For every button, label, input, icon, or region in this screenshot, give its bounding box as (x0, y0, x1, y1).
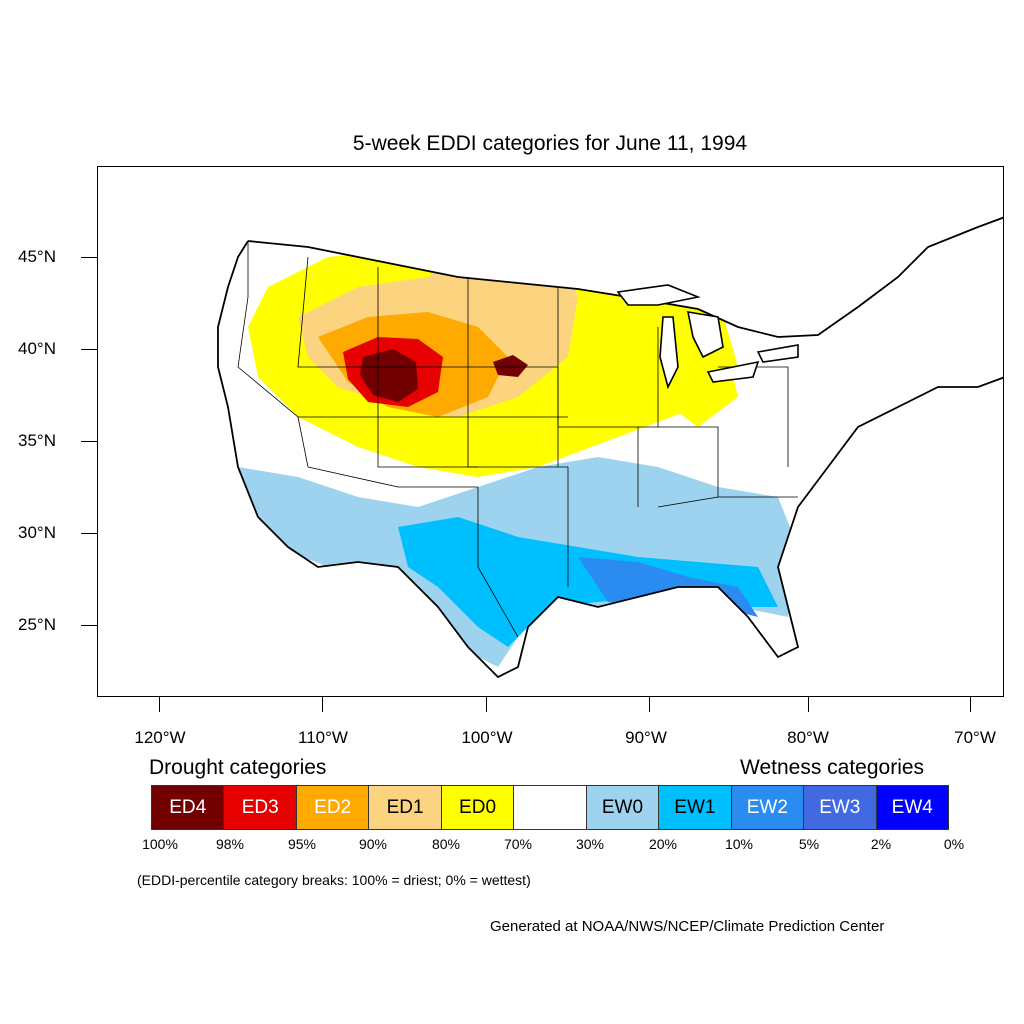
map-title: 5-week EDDI categories for June 11, 1994 (352, 132, 748, 155)
category-shading (238, 217, 878, 667)
legend-cell-ed0: ED0 (441, 786, 515, 829)
lon-tick-110 (322, 697, 324, 712)
legend-cell-neutral (514, 786, 587, 829)
ew1-region-ne (778, 217, 838, 237)
lon-label-80: 80°W (787, 728, 829, 747)
legend-cell-ed1: ED1 (369, 786, 442, 829)
legend-cell-ed4: ED4 (152, 786, 225, 829)
legend-break-label: 95% (287, 836, 317, 852)
legend-break-label: 0% (943, 836, 965, 852)
great-lakes (616, 284, 799, 390)
legend-break-label: 2% (870, 836, 892, 852)
ed4-region (360, 349, 418, 402)
category-note: (EDDI-percentile category breaks: 100% =… (137, 872, 531, 888)
legend-cell-ed3: ED3 (224, 786, 297, 829)
legend-break-label: 30% (575, 836, 605, 852)
legend-cell-ew4: EW4 (876, 786, 948, 829)
lat-label-25: 25°N (18, 615, 56, 634)
lon-tick-70 (970, 697, 972, 712)
legend-break-label: 5% (798, 836, 820, 852)
credit-line: Generated at NOAA/NWS/NCEP/Climate Predi… (490, 918, 885, 935)
lat-label-40: 40°N (18, 339, 56, 358)
lat-tick-40 (81, 349, 97, 351)
lat-tick-30 (81, 533, 97, 535)
drought-heading: Drought categories (149, 756, 327, 779)
legend-break-label: 20% (648, 836, 678, 852)
lat-label-45: 45°N (18, 247, 56, 266)
legend-cell-ew3: EW3 (804, 786, 877, 829)
lon-label-90: 90°W (625, 728, 667, 747)
lon-tick-90 (649, 697, 651, 712)
legend-break-label: 10% (724, 836, 754, 852)
map-panel (97, 166, 1004, 697)
lon-tick-80 (808, 697, 810, 712)
lat-tick-25 (81, 625, 97, 627)
lon-label-100: 100°W (461, 728, 513, 747)
lat-label-30: 30°N (18, 523, 56, 542)
lat-label-35: 35°N (18, 431, 56, 450)
legend-cell-ew2: EW2 (731, 786, 805, 829)
ed4-region-b (493, 355, 528, 377)
lon-label-120: 120°W (134, 728, 186, 747)
lon-label-70: 70°W (954, 728, 996, 747)
ew1-region (398, 517, 778, 647)
lat-tick-35 (81, 441, 97, 443)
eddi-map (217, 216, 1003, 679)
legend-cell-ed2: ED2 (296, 786, 370, 829)
legend-colorbar: ED4 ED3 ED2 ED1 ED0 EW0 EW1 EW2 EW3 EW4 (151, 785, 949, 830)
lon-tick-100 (486, 697, 488, 712)
lon-tick-120 (159, 697, 161, 712)
wetness-heading: Wetness categories (740, 756, 925, 779)
legend-break-label: 70% (503, 836, 533, 852)
lat-tick-45 (81, 257, 97, 259)
legend-cell-ew1: EW1 (659, 786, 732, 829)
lon-label-110: 110°W (298, 728, 348, 747)
legend-break-label: 80% (431, 836, 461, 852)
legend-break-label: 98% (215, 836, 245, 852)
legend-cell-ew0: EW0 (586, 786, 660, 829)
legend-break-label: 100% (142, 836, 178, 852)
legend-break-label: 90% (358, 836, 388, 852)
